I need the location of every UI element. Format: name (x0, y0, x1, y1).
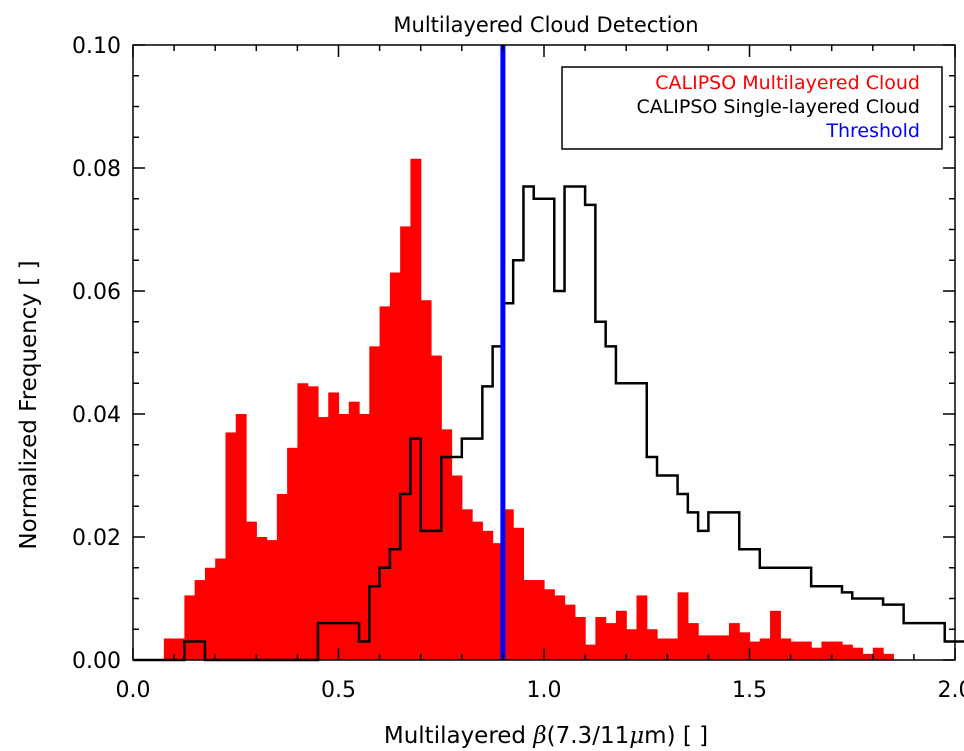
multilayered-bar (862, 653, 874, 660)
multilayered-bar (790, 641, 802, 660)
multilayered-bar (441, 429, 453, 661)
multilayered-bar (225, 432, 237, 660)
multilayered-bar (585, 644, 596, 661)
multilayered-bar (636, 595, 648, 660)
multilayered-bar (657, 638, 668, 660)
multilayered-bar (831, 641, 843, 660)
multilayered-bar (297, 383, 309, 660)
x-tick-label: 1.0 (527, 678, 562, 703)
multilayered-bar (759, 638, 771, 660)
multilayered-bar (872, 647, 884, 660)
legend-box (561, 66, 943, 150)
x-axis-label: Multilayered β(7.3/11μm) [ ] (384, 723, 708, 749)
multilayered-bar (184, 595, 196, 660)
multilayered-bar (194, 580, 206, 660)
multilayered-bar (554, 595, 566, 660)
multilayered-bar (369, 346, 381, 660)
multilayered-bar (215, 558, 227, 660)
y-tick-label: 0.06 (72, 280, 121, 305)
multilayered-bar (811, 647, 823, 660)
multilayered-bar (852, 647, 864, 660)
multilayered-bar (246, 521, 257, 661)
multilayered-bar (780, 638, 792, 660)
plot-layer: 0.0 0.5 1.0 1.5 2.0 0.00 0.02 0.04 0.06 0.08 0.10 (72, 34, 964, 703)
multilayered-bar (482, 530, 494, 660)
multilayered-bar (728, 623, 740, 660)
multilayered-bar (523, 580, 535, 660)
x-axis-label-prefix: Multilayered (384, 723, 533, 749)
multilayered-bar (472, 521, 483, 661)
multilayered-bar (687, 623, 699, 660)
x-tick-label: 1.5 (732, 678, 767, 703)
multilayered-bar (359, 414, 370, 660)
multilayered-bar (841, 644, 853, 661)
x-axis-label-mu: μ (629, 723, 644, 749)
legend: CALIPSO Multilayered Cloud CALIPSO Singl… (561, 66, 943, 150)
chart-title: Multilayered Cloud Detection (393, 13, 698, 37)
multilayered-bar (502, 509, 514, 660)
legend-label-threshold: Threshold (825, 120, 920, 142)
multilayered-bar (328, 392, 340, 660)
multilayered-bar (430, 355, 442, 660)
multilayered-bar (492, 543, 504, 660)
multilayered-bar (646, 629, 658, 660)
multilayered-bar (770, 610, 781, 660)
multilayered-bar (800, 641, 812, 660)
y-tick-label: 0.08 (72, 157, 121, 182)
x-axis-label-beta: β (532, 723, 546, 749)
multilayered-bar (338, 414, 350, 660)
x-tick-label: 2.0 (938, 678, 964, 703)
multilayered-bar (348, 401, 360, 660)
multilayered-bar (276, 493, 288, 660)
multilayered-bar (677, 592, 689, 660)
multilayered-bar (605, 623, 617, 660)
multilayered-bar (461, 509, 473, 660)
multilayered-bar (400, 226, 412, 660)
y-tick-label: 0.04 (72, 403, 121, 428)
legend-label-multilayered: CALIPSO Multilayered Cloud (655, 72, 920, 94)
multilayered-bar (317, 417, 329, 660)
single-layered-step-line (133, 185, 964, 662)
x-axis-label-suffix: m) [ ] (644, 723, 708, 749)
multilayered-bar (883, 653, 894, 660)
x-tick-label: 0.5 (321, 678, 356, 703)
y-tick-label: 0.00 (72, 649, 121, 674)
multilayered-bar (718, 635, 730, 660)
x-axis-label-mid: (7.3/11 (547, 723, 630, 749)
multilayered-bar (626, 629, 638, 660)
multilayered-bar (420, 300, 432, 660)
multilayered-bar (235, 414, 247, 660)
multilayered-bar (708, 635, 720, 660)
multilayered-bar (379, 306, 391, 661)
multilayered-bar (266, 540, 278, 660)
y-tick-label: 0.10 (72, 34, 121, 59)
multilayered-bar (513, 527, 525, 660)
multilayered-bar (287, 447, 299, 660)
legend-label-single-layered: CALIPSO Single-layered Cloud (636, 96, 920, 118)
multilayered-bar (163, 638, 175, 660)
multilayered-bar (667, 638, 679, 660)
multilayered-bar (451, 475, 463, 660)
multilayered-bar (204, 567, 216, 660)
multilayered-bar (595, 616, 607, 660)
multilayered-bar (256, 537, 268, 660)
multilayered-bar (574, 616, 586, 660)
y-axis-label: Normalized Frequency [ ] (16, 260, 42, 549)
multilayered-bar (749, 641, 761, 660)
multilayered-bar (564, 604, 576, 660)
multilayered-bar (174, 638, 185, 660)
multilayered-bar (615, 610, 627, 660)
multilayered-bar (739, 632, 751, 660)
multilayered-bar (821, 641, 833, 660)
multilayered-bar (410, 158, 422, 660)
multilayered-bar (544, 589, 555, 660)
x-tick-label: 0.0 (116, 678, 151, 703)
multilayered-bar (533, 580, 545, 660)
y-tick-label: 0.02 (72, 526, 121, 551)
multilayered-bar (307, 386, 319, 660)
multilayered-bar (389, 272, 401, 660)
multilayered-bar (698, 635, 709, 660)
